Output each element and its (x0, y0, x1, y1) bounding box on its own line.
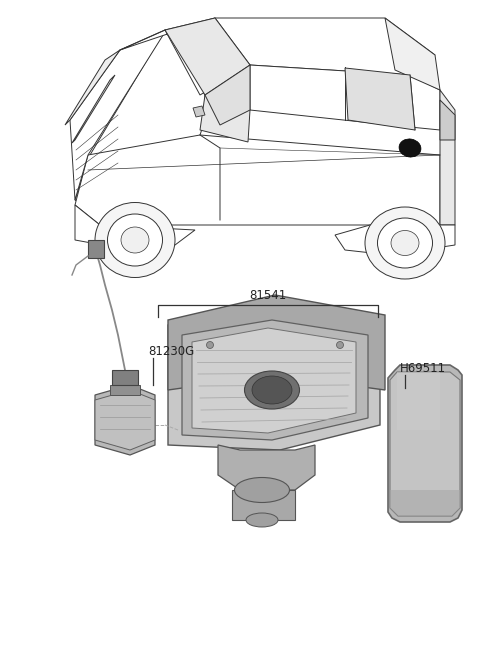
Text: H69511: H69511 (400, 362, 446, 375)
Polygon shape (205, 65, 250, 125)
Polygon shape (390, 490, 460, 516)
Polygon shape (88, 240, 104, 258)
Polygon shape (95, 385, 155, 455)
Text: 81230G: 81230G (148, 345, 194, 358)
Polygon shape (168, 295, 385, 390)
Polygon shape (165, 18, 250, 95)
Text: 81541: 81541 (250, 289, 287, 302)
Ellipse shape (244, 371, 300, 409)
Polygon shape (182, 320, 368, 440)
Ellipse shape (391, 230, 419, 255)
Ellipse shape (377, 218, 432, 268)
Polygon shape (397, 372, 440, 430)
Polygon shape (110, 385, 140, 395)
Ellipse shape (95, 203, 175, 277)
Polygon shape (168, 305, 380, 450)
Ellipse shape (246, 513, 278, 527)
Polygon shape (218, 445, 315, 490)
Ellipse shape (252, 376, 292, 404)
Ellipse shape (365, 207, 445, 279)
Polygon shape (72, 75, 115, 143)
Polygon shape (250, 65, 440, 130)
Polygon shape (388, 365, 462, 522)
Polygon shape (165, 18, 435, 75)
Ellipse shape (399, 139, 421, 157)
Polygon shape (193, 106, 205, 117)
Polygon shape (345, 68, 415, 130)
Polygon shape (75, 205, 195, 250)
Polygon shape (390, 372, 460, 516)
Polygon shape (200, 95, 250, 142)
Polygon shape (75, 135, 440, 225)
Ellipse shape (108, 214, 163, 266)
Ellipse shape (121, 227, 149, 253)
Ellipse shape (336, 342, 344, 348)
Polygon shape (440, 90, 455, 225)
Polygon shape (192, 328, 356, 433)
Polygon shape (120, 18, 250, 95)
Ellipse shape (206, 342, 214, 348)
Ellipse shape (235, 478, 289, 502)
Polygon shape (65, 50, 120, 125)
Polygon shape (440, 100, 455, 140)
Polygon shape (75, 30, 440, 220)
Polygon shape (385, 18, 440, 90)
Polygon shape (70, 32, 165, 200)
Polygon shape (95, 390, 155, 450)
Polygon shape (232, 490, 295, 520)
Polygon shape (112, 370, 138, 385)
Polygon shape (335, 225, 455, 255)
